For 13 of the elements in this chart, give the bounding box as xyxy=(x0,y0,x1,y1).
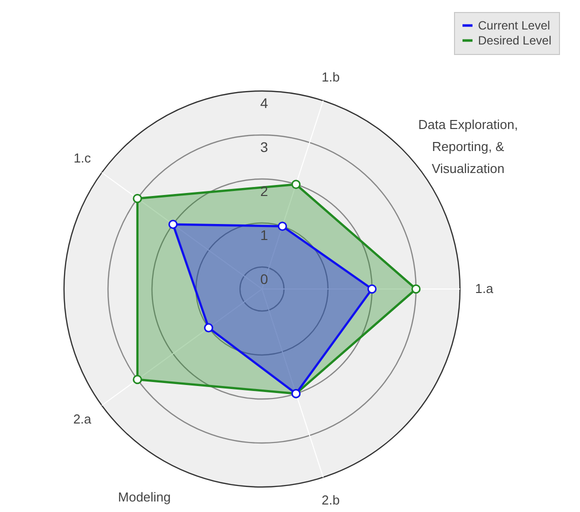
text: Modeling xyxy=(118,490,171,505)
spoke-label: 1.b xyxy=(322,70,340,85)
spoke-label: 1.c xyxy=(74,150,92,166)
y-tick-label: 0 xyxy=(260,271,268,288)
y-tick-label: 1 xyxy=(260,227,268,244)
legend-label: Current Level xyxy=(478,18,550,32)
legend-label: Desired Level xyxy=(478,34,552,48)
spoke-label: 2.b xyxy=(322,492,340,508)
y-tick-label: 4 xyxy=(260,95,268,112)
spoke-label: 1.a xyxy=(475,281,494,296)
y-tick-label: 3 xyxy=(260,139,268,156)
spoke-label: 2.a xyxy=(73,412,92,427)
text: Data Exploration, Reporting, & Visualization xyxy=(418,117,518,176)
